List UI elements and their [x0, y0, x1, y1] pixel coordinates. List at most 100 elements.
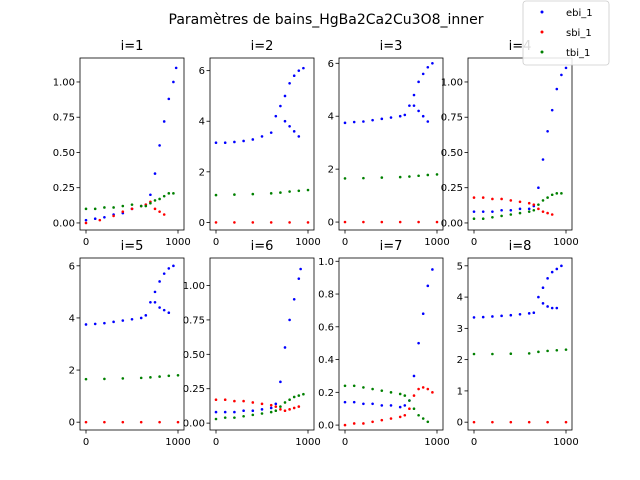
series-sbi_1	[214, 221, 310, 224]
data-point-tbi_1	[426, 420, 430, 424]
series-sbi_1	[343, 220, 439, 224]
x-tick-label: 0	[83, 437, 89, 448]
data-point-ebi_1	[144, 314, 148, 317]
data-point-ebi_1	[299, 267, 302, 271]
data-point-tbi_1	[242, 414, 245, 418]
data-point-sbi_1	[472, 196, 476, 199]
y-tick-label: 1	[457, 386, 463, 397]
y-tick-label: 6	[69, 261, 75, 272]
data-point-sbi_1	[176, 420, 180, 424]
data-point-ebi_1	[564, 66, 568, 70]
data-point-tbi_1	[269, 192, 273, 195]
data-point-tbi_1	[84, 207, 88, 211]
data-point-ebi_1	[518, 207, 522, 211]
data-point-ebi_1	[537, 295, 540, 299]
series-tbi_1	[472, 192, 563, 221]
data-point-ebi_1	[162, 120, 166, 123]
data-point-tbi_1	[176, 373, 180, 377]
data-point-ebi_1	[481, 315, 485, 319]
data-point-sbi_1	[269, 403, 273, 407]
y-tick-label: 0.00	[53, 218, 75, 229]
data-point-tbi_1	[233, 416, 236, 419]
data-point-ebi_1	[251, 409, 255, 413]
data-point-ebi_1	[214, 410, 218, 414]
data-point-ebi_1	[269, 406, 273, 410]
data-point-tbi_1	[139, 376, 143, 380]
data-point-tbi_1	[472, 217, 476, 221]
y-tick-label: 2	[328, 165, 334, 176]
series-tbi_1	[343, 384, 430, 424]
data-point-ebi_1	[408, 104, 411, 107]
series-tbi_1	[343, 173, 439, 180]
data-point-ebi_1	[153, 290, 157, 294]
data-point-sbi_1	[417, 387, 420, 391]
data-point-ebi_1	[472, 316, 476, 319]
data-point-tbi_1	[279, 191, 282, 194]
data-point-ebi_1	[417, 80, 420, 84]
data-point-sbi_1	[292, 406, 296, 410]
data-point-ebi_1	[412, 374, 416, 378]
data-point-ebi_1	[167, 311, 171, 315]
data-point-ebi_1	[389, 116, 393, 119]
y-tick-label: 4	[199, 117, 205, 128]
data-point-tbi_1	[398, 175, 402, 179]
data-point-ebi_1	[153, 301, 157, 304]
data-point-ebi_1	[371, 402, 374, 406]
data-point-ebi_1	[426, 65, 430, 69]
data-point-tbi_1	[509, 213, 513, 216]
y-tick-label: 0.2	[318, 388, 334, 399]
data-point-sbi_1	[362, 220, 365, 224]
data-point-ebi_1	[292, 74, 296, 78]
data-point-sbi_1	[130, 207, 134, 211]
series-ebi_1	[84, 66, 178, 222]
data-point-tbi_1	[214, 193, 218, 197]
x-tick-label: 0	[342, 237, 348, 248]
series-tbi_1	[214, 392, 305, 421]
data-point-ebi_1	[352, 120, 356, 124]
data-point-tbi_1	[274, 409, 278, 413]
data-point-ebi_1	[472, 210, 476, 213]
x-tick-label: 1000	[165, 437, 190, 448]
data-point-sbi_1	[541, 210, 545, 213]
series-ebi_1	[343, 268, 434, 409]
data-point-tbi_1	[435, 173, 439, 176]
data-point-ebi_1	[412, 104, 416, 107]
data-point-ebi_1	[103, 321, 106, 325]
data-point-tbi_1	[112, 206, 115, 209]
data-point-ebi_1	[362, 402, 365, 406]
data-point-ebi_1	[279, 104, 282, 108]
data-point-ebi_1	[546, 305, 549, 308]
data-point-sbi_1	[491, 420, 494, 424]
y-tick-label: 0	[69, 418, 75, 429]
subplot-frame	[338, 57, 444, 231]
y-tick-label: 0.25	[441, 183, 463, 194]
data-point-tbi_1	[158, 375, 161, 378]
data-point-ebi_1	[380, 117, 384, 121]
legend-label-tbi_1: tbi_1	[566, 48, 590, 59]
y-tick-label: 0.4	[318, 355, 334, 366]
data-point-tbi_1	[297, 189, 301, 193]
data-point-sbi_1	[103, 420, 106, 424]
data-point-ebi_1	[541, 302, 545, 305]
data-point-tbi_1	[251, 413, 255, 417]
data-point-ebi_1	[292, 130, 296, 133]
y-tick-label: 6	[328, 59, 334, 70]
data-point-sbi_1	[153, 207, 157, 211]
data-point-ebi_1	[130, 317, 134, 321]
data-point-ebi_1	[380, 404, 384, 407]
subplot-title: i=6	[251, 239, 274, 254]
data-point-ebi_1	[174, 66, 178, 70]
data-point-tbi_1	[139, 204, 143, 208]
data-point-ebi_1	[550, 108, 554, 112]
series-tbi_1	[214, 188, 310, 197]
data-point-tbi_1	[417, 174, 420, 178]
y-tick-label: 2	[457, 355, 463, 366]
data-point-tbi_1	[555, 348, 559, 352]
data-point-sbi_1	[306, 221, 310, 224]
y-tick-label: 1.00	[53, 77, 75, 88]
data-point-sbi_1	[481, 196, 485, 199]
subplot-2: i=2 0 2 4 6 0 1000	[199, 39, 321, 248]
data-point-sbi_1	[527, 201, 531, 205]
x-tick-label: 1000	[553, 237, 578, 248]
data-point-ebi_1	[509, 313, 513, 317]
